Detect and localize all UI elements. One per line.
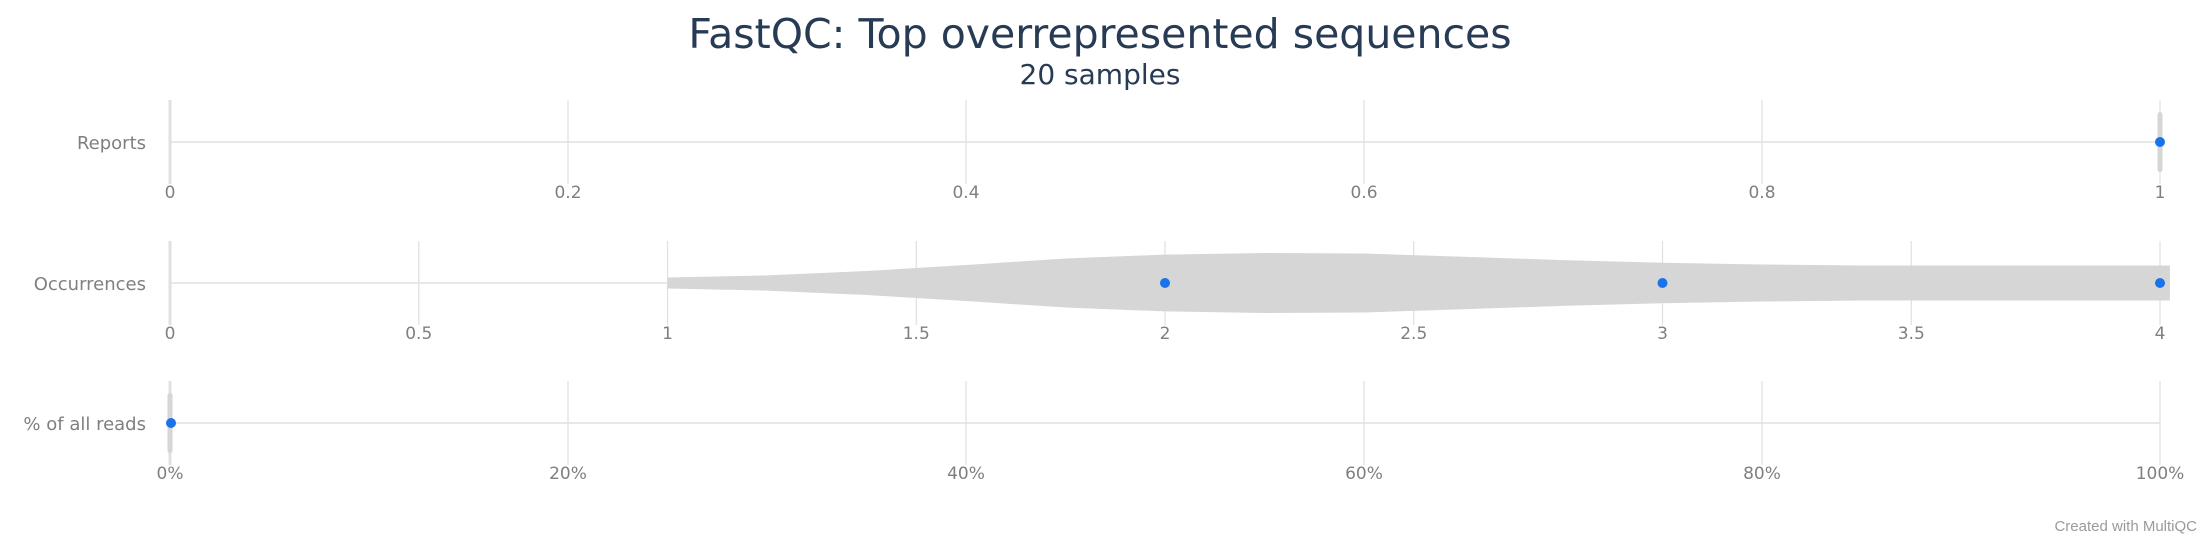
tick-label: 0 xyxy=(165,183,176,203)
data-point xyxy=(2155,137,2165,147)
chart-subtitle: 20 samples xyxy=(1019,58,1181,91)
tick-label: 1 xyxy=(2155,183,2166,203)
tick-label: 4 xyxy=(2155,324,2166,344)
tick-label: 0.6 xyxy=(1350,183,1377,203)
tick-label: 0.2 xyxy=(554,183,581,203)
tick-label: 1.5 xyxy=(903,324,930,344)
tick-label: 100% xyxy=(2136,464,2185,484)
credit-text: Created with MultiQC xyxy=(2054,518,2197,535)
tick-label: 0.8 xyxy=(1748,183,1775,203)
data-point xyxy=(1657,278,1668,288)
tick-label: 0.4 xyxy=(952,183,979,203)
panel-label: Occurrences xyxy=(34,274,146,295)
data-point xyxy=(1160,278,1170,288)
tick-label: 80% xyxy=(1743,464,1781,484)
tick-label: 0% xyxy=(157,464,184,484)
panel-label: % of all reads xyxy=(23,414,146,435)
violin-shape xyxy=(667,253,2170,313)
tick-label: 1 xyxy=(662,324,673,344)
data-point xyxy=(2155,278,2165,288)
tick-label: 40% xyxy=(947,464,985,484)
tick-label: 20% xyxy=(549,464,587,484)
tick-label: 2.5 xyxy=(1400,324,1427,344)
data-point xyxy=(165,418,176,428)
tick-label: 0 xyxy=(165,324,176,344)
tick-label: 3 xyxy=(1657,324,1668,344)
chart-title: FastQC: Top overrepresented sequences xyxy=(688,10,1512,58)
tick-label: 2 xyxy=(1160,324,1171,344)
tick-label: 3.5 xyxy=(1898,324,1925,344)
tick-label: 0.5 xyxy=(405,324,432,344)
tick-label: 60% xyxy=(1345,464,1383,484)
panel-label: Reports xyxy=(77,133,146,154)
